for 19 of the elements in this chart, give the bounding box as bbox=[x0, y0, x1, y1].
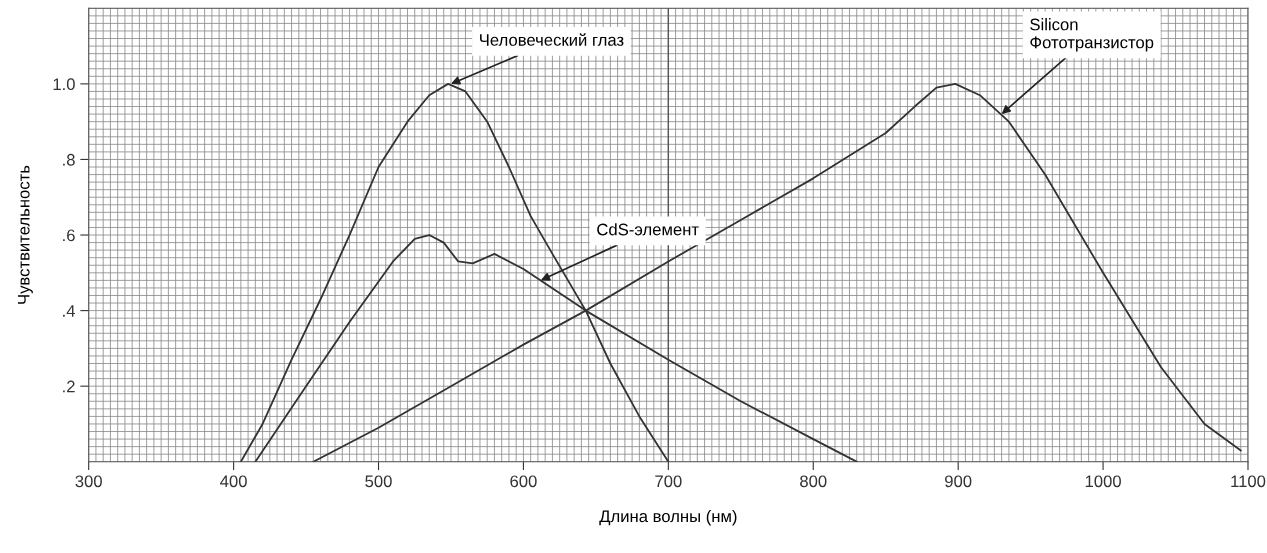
y-axis-title: Чувствительность bbox=[17, 165, 33, 304]
y-tick-label: .8 bbox=[63, 153, 75, 166]
x-tick-label: 600 bbox=[510, 475, 537, 488]
y-tick-label: .4 bbox=[63, 305, 76, 317]
y-tick-label: .2 bbox=[63, 380, 75, 393]
x-tick-label: 500 bbox=[365, 475, 392, 488]
annotation: Человеческий глаз bbox=[480, 33, 624, 46]
x-tick-label: 900 bbox=[945, 475, 972, 488]
x-tick-label: 800 bbox=[800, 475, 827, 488]
y-tick-label: .6 bbox=[63, 229, 75, 242]
annotation: Silicon Фототранзистор bbox=[1030, 18, 1154, 52]
x-tick-label: 1000 bbox=[1085, 475, 1121, 488]
x-tick-label: 1100 bbox=[1231, 475, 1266, 488]
y-tick-label: 1.0 bbox=[53, 78, 75, 91]
x-axis-title: Длина волны (нм) bbox=[599, 509, 737, 526]
annotation: CdS-элемент bbox=[597, 223, 699, 236]
x-tick-label: 400 bbox=[220, 475, 247, 488]
x-tick-label: 700 bbox=[655, 475, 682, 488]
x-tick-label: 300 bbox=[75, 475, 102, 488]
